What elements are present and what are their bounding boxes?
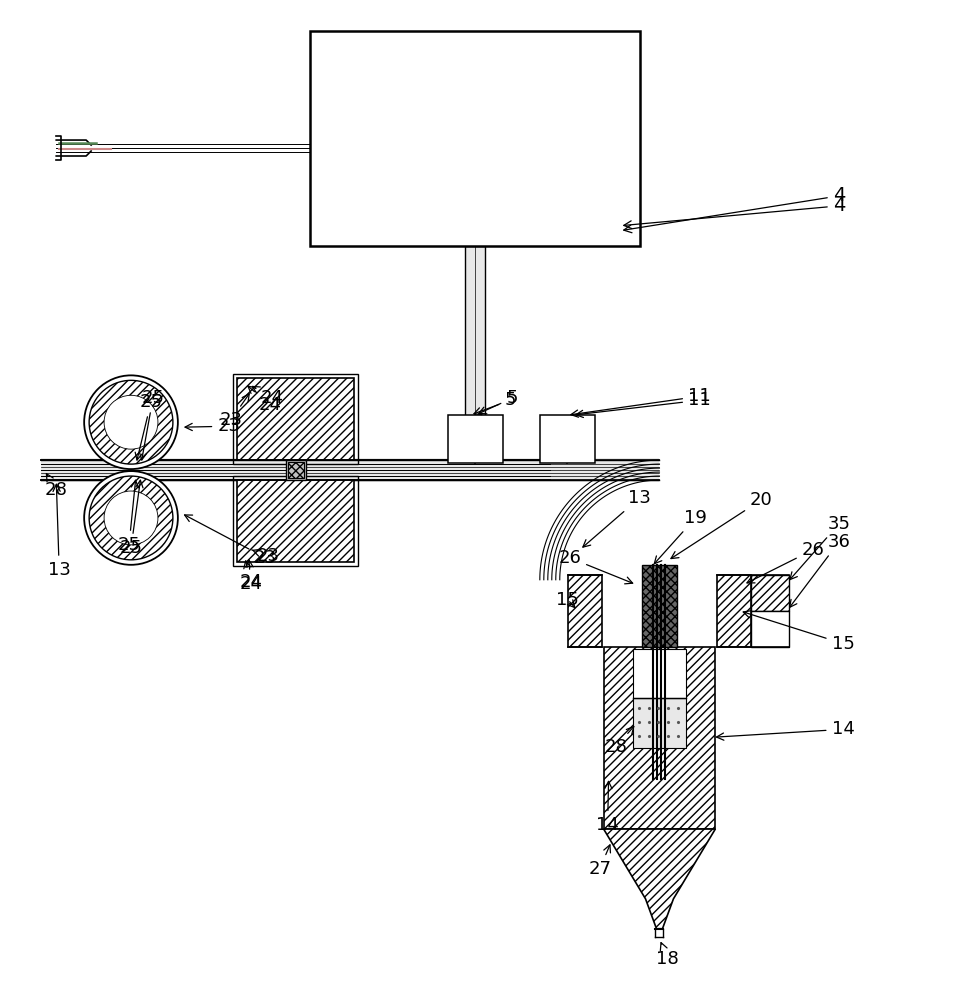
Bar bbox=[287, 462, 304, 478]
Text: 24: 24 bbox=[240, 561, 262, 591]
Bar bbox=[539, 415, 595, 463]
Text: 36: 36 bbox=[789, 533, 851, 607]
Bar bbox=[642, 565, 677, 647]
Text: 28: 28 bbox=[45, 474, 68, 499]
Text: 4: 4 bbox=[624, 196, 845, 229]
Text: 25: 25 bbox=[140, 389, 165, 460]
Text: 15: 15 bbox=[557, 591, 580, 609]
Text: 25: 25 bbox=[135, 393, 163, 460]
Bar bbox=[465, 246, 485, 418]
Text: 24: 24 bbox=[252, 386, 285, 407]
Text: 25: 25 bbox=[120, 480, 143, 557]
Text: 13: 13 bbox=[48, 484, 71, 579]
Text: 15: 15 bbox=[743, 611, 855, 653]
Text: 13: 13 bbox=[582, 489, 651, 547]
Text: 26: 26 bbox=[559, 549, 632, 584]
Circle shape bbox=[104, 491, 158, 545]
Bar bbox=[632, 649, 686, 698]
Bar bbox=[718, 575, 751, 647]
Text: 26: 26 bbox=[747, 541, 825, 583]
Text: 23: 23 bbox=[185, 515, 277, 567]
Text: 11: 11 bbox=[576, 391, 711, 418]
Text: 25: 25 bbox=[118, 480, 141, 554]
Bar bbox=[237, 378, 354, 460]
Bar bbox=[233, 476, 358, 566]
Bar bbox=[237, 480, 354, 562]
Polygon shape bbox=[604, 829, 716, 929]
Text: 14: 14 bbox=[717, 720, 855, 740]
Bar bbox=[604, 647, 716, 829]
Bar bbox=[568, 575, 602, 647]
Text: 11: 11 bbox=[571, 387, 711, 417]
Text: 23: 23 bbox=[185, 417, 240, 435]
Circle shape bbox=[84, 375, 178, 469]
Text: 19: 19 bbox=[654, 509, 707, 564]
Bar bbox=[41, 458, 550, 482]
Bar bbox=[751, 575, 789, 611]
Text: 28: 28 bbox=[604, 726, 634, 756]
Bar bbox=[310, 31, 640, 246]
Bar bbox=[751, 611, 789, 647]
Bar bbox=[632, 698, 686, 748]
Text: 24: 24 bbox=[240, 560, 262, 593]
Bar bbox=[233, 374, 358, 464]
Text: 5: 5 bbox=[479, 389, 517, 414]
Text: 14: 14 bbox=[596, 781, 619, 834]
Circle shape bbox=[104, 395, 158, 449]
Circle shape bbox=[89, 476, 172, 560]
Text: 20: 20 bbox=[671, 491, 772, 559]
Text: 5: 5 bbox=[474, 391, 515, 415]
Text: 4: 4 bbox=[624, 186, 845, 233]
Text: 35: 35 bbox=[789, 515, 851, 580]
Bar bbox=[285, 460, 306, 480]
Circle shape bbox=[84, 471, 178, 565]
Text: 27: 27 bbox=[588, 845, 611, 878]
Bar bbox=[41, 458, 659, 482]
Text: 24: 24 bbox=[248, 386, 282, 414]
Text: 18: 18 bbox=[656, 943, 679, 968]
Text: 23: 23 bbox=[252, 547, 280, 565]
Bar bbox=[448, 415, 503, 463]
Text: 23: 23 bbox=[219, 394, 249, 429]
Circle shape bbox=[89, 380, 172, 464]
